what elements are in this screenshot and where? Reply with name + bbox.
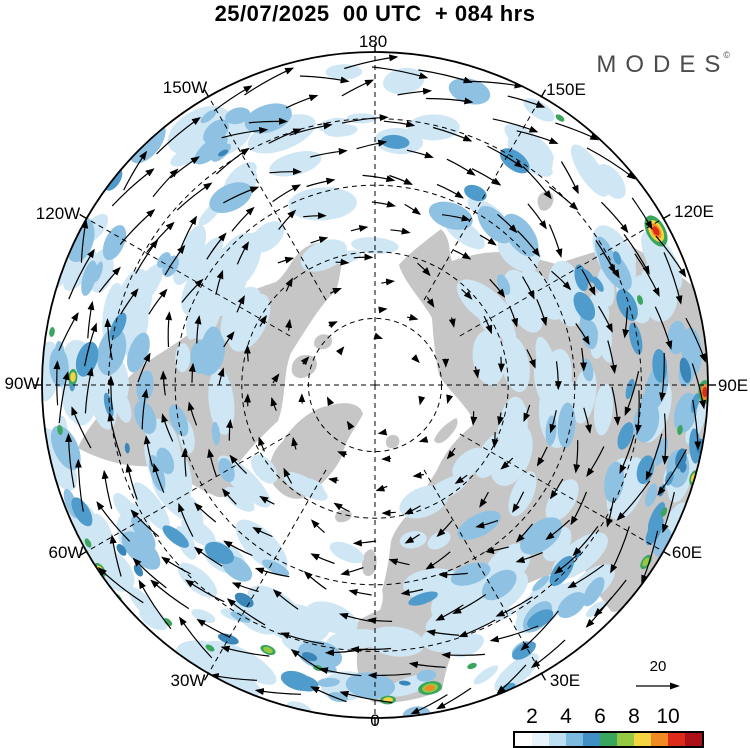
color-scale-segment [685,733,702,746]
field-hotspot [689,244,710,271]
color-scale-segment [651,733,668,746]
copyright-mark: © [723,50,730,60]
longitude-tick [542,90,546,97]
field-blob [560,379,575,406]
wind-arrow [473,411,474,424]
color-scale-label-2: 2 [526,705,538,729]
longitude-label-90W: 90W [5,374,40,394]
longitude-label-60W: 60W [49,543,84,563]
longitude-tick [663,552,670,556]
longitude-label-180: 180 [359,32,387,52]
longitude-tick [542,673,546,680]
wind-arrow [445,359,446,367]
wind-arrow [354,257,372,258]
longitude-label-30W: 30W [171,671,206,691]
color-scale-segment [515,733,532,746]
color-scale-segment [532,733,549,746]
color-scale-segment [566,733,583,746]
longitude-label-150E: 150E [546,80,586,100]
color-scale-label-6: 6 [594,705,606,729]
reference-vector: 20 [626,658,690,696]
color-scale-label-8: 8 [628,705,640,729]
color-scale-label-4: 4 [560,705,572,729]
wind-arrow [336,262,348,263]
longitude-label-120E: 120E [674,202,714,222]
longitude-label-90E: 90E [718,376,748,396]
field-hotspot [667,190,677,201]
color-scale-segment [549,733,566,746]
longitude-tick [663,215,670,219]
color-scale-segment [617,733,634,746]
field-hotspot [696,252,705,263]
color-scale-label-10: 10 [656,705,679,729]
color-scale-segment [634,733,651,746]
color-scale-segment [600,733,617,746]
color-scale-bar [513,731,704,748]
reference-vector-label: 20 [626,658,690,675]
field-hotspot [693,249,707,267]
color-scale-segment [668,733,685,746]
longitude-label-0: 0 [370,711,379,731]
map-clip-group [29,52,724,723]
longitude-tick [80,215,87,219]
longitude-label-60E: 60E [672,543,702,563]
longitude-label-120W: 120W [36,204,80,224]
brand-logo-text: MODES [596,51,729,78]
longitude-label-150W: 150W [163,78,207,98]
color-scale-segment [583,733,600,746]
page-title: 25/07/2025 00 UTC + 084 hrs [0,1,750,27]
longitude-label-30E: 30E [550,671,580,691]
field-hotspot [621,150,632,161]
reference-arrow-icon [626,678,690,694]
brand-logo: MODES© [596,50,730,79]
